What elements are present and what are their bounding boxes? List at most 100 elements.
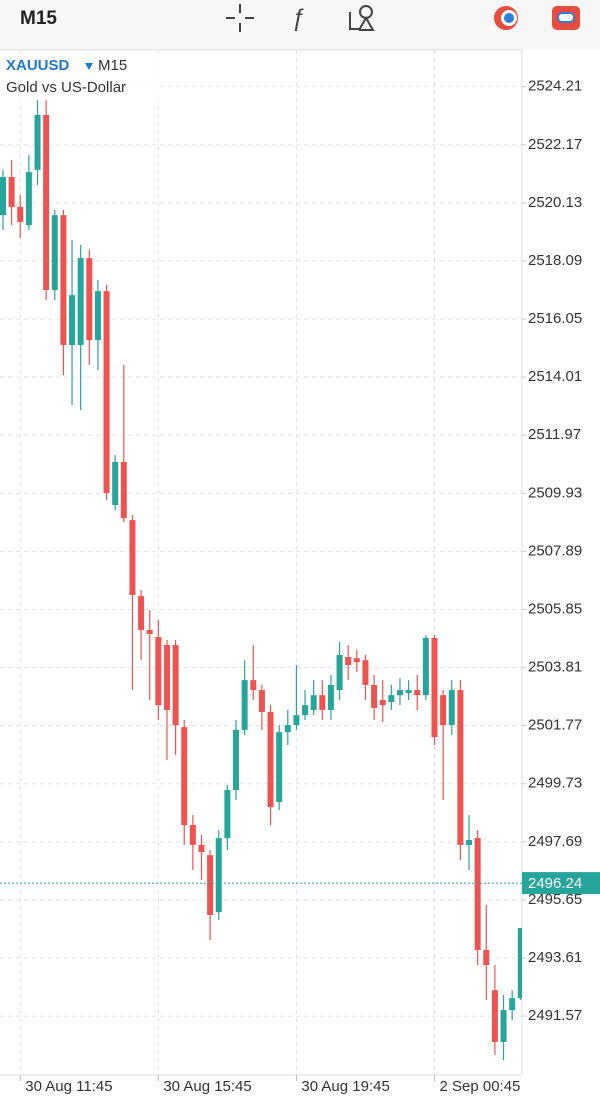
candle-body xyxy=(293,715,300,726)
indicators-icon[interactable]: ƒ xyxy=(291,4,304,31)
candle-body xyxy=(379,700,386,706)
candle-body xyxy=(233,729,240,790)
y-tick-label: 2497.69 xyxy=(528,833,582,850)
y-tick-label: 2511.97 xyxy=(528,426,581,443)
y-tick-label: 2516.05 xyxy=(528,310,582,327)
candle-body xyxy=(181,727,188,826)
candle-body xyxy=(103,291,110,494)
candle-body xyxy=(276,732,283,802)
x-tick-label: 30 Aug 11:45 xyxy=(25,1078,112,1095)
candle-body xyxy=(267,711,274,808)
y-tick-label: 2514.01 xyxy=(528,368,582,385)
candle-body xyxy=(155,637,162,706)
candle-body xyxy=(422,637,429,696)
candle-body xyxy=(362,660,369,685)
candle-body xyxy=(94,291,101,341)
candle-body xyxy=(466,840,473,845)
y-tick-label: 2493.61 xyxy=(528,949,582,966)
y-tick-label: 2520.13 xyxy=(528,194,582,211)
candle-body xyxy=(241,680,248,730)
candle-body xyxy=(345,657,352,665)
y-tick-label: 2507.89 xyxy=(528,542,582,559)
axes: 2524.21 2522.17 2520.13 2518.09 2516.05 2514.… xyxy=(0,78,600,1095)
candle-body xyxy=(336,655,343,691)
toolbar-timeframe[interactable]: M15 xyxy=(20,8,57,29)
objects-icon[interactable] xyxy=(349,5,375,31)
candle-body xyxy=(34,114,41,170)
candle-body xyxy=(120,461,127,519)
y-tick-label: 2499.73 xyxy=(528,775,582,792)
x-tick-label: 2 Sep 00:45 xyxy=(440,1078,521,1095)
account-icon[interactable] xyxy=(552,6,580,30)
crosshair-icon[interactable] xyxy=(226,4,254,32)
candle-body xyxy=(146,629,153,634)
candle-body xyxy=(448,690,455,726)
candle-body xyxy=(457,690,464,845)
candle-body xyxy=(250,680,257,691)
candle-body xyxy=(500,1010,507,1042)
candle-body xyxy=(163,645,170,710)
last-price-box xyxy=(522,872,600,895)
y-tick-label: 2491.57 xyxy=(528,1007,582,1024)
candle-body xyxy=(198,844,205,853)
symbol[interactable]: XAUUSD xyxy=(6,57,70,74)
candle-body xyxy=(258,690,265,712)
candle-body xyxy=(215,838,222,913)
candle-body xyxy=(327,684,334,710)
y-tick-label: 2522.17 xyxy=(528,136,582,153)
candle-body xyxy=(474,838,481,951)
candle-body xyxy=(388,695,395,703)
candle-body xyxy=(491,990,498,1042)
grid xyxy=(0,50,522,1075)
legend-bg xyxy=(0,54,160,100)
candle-body xyxy=(414,690,421,696)
y-tick-label: 2501.77 xyxy=(528,717,582,734)
candle-body xyxy=(431,637,438,738)
candle-body xyxy=(43,114,50,291)
candle-body xyxy=(371,684,378,708)
candle-body xyxy=(405,690,412,694)
y-tick-label: 2509.93 xyxy=(528,484,582,501)
candle-body xyxy=(207,855,214,915)
candle-body xyxy=(0,176,6,216)
x-tick-label: 30 Aug 15:45 xyxy=(163,1078,251,1095)
candle-body xyxy=(17,206,24,222)
candle-body xyxy=(440,695,447,726)
candle-body xyxy=(138,596,145,630)
candle-body xyxy=(25,172,32,226)
candle-body xyxy=(129,520,136,595)
candles xyxy=(0,100,522,1061)
candle-body xyxy=(69,295,76,345)
y-tick-label: 2495.65 xyxy=(528,891,582,908)
candle-body xyxy=(310,695,317,710)
candle-body xyxy=(172,645,179,726)
y-tick-label: 2524.21 xyxy=(528,78,582,95)
trade-icon[interactable] xyxy=(494,6,518,30)
x-tick-label: 30 Aug 19:45 xyxy=(301,1078,389,1095)
candle-body xyxy=(189,825,196,845)
y-tick-label: 2503.81 xyxy=(528,659,582,676)
symbol-dropdown[interactable] xyxy=(85,63,93,70)
candle-body xyxy=(77,258,84,345)
candle-body xyxy=(112,461,119,505)
candle-body xyxy=(8,176,15,207)
last-price-label: 2496.24 xyxy=(528,875,582,892)
candle-body xyxy=(86,258,93,341)
candle-body xyxy=(60,215,67,345)
candle-body xyxy=(483,950,490,966)
description: Gold vs US-Dollar xyxy=(6,79,126,96)
candle-body xyxy=(509,998,516,1011)
candle-body xyxy=(396,690,403,696)
candle-body xyxy=(224,789,231,839)
y-tick-label: 2505.85 xyxy=(528,600,582,617)
candle-body xyxy=(319,695,326,710)
y-tick-label: 2518.09 xyxy=(528,252,582,269)
candle-body xyxy=(302,705,309,716)
candle-body xyxy=(353,658,360,663)
candle-body xyxy=(517,928,522,999)
candle-body xyxy=(51,215,58,291)
timeframe: M15 xyxy=(98,57,127,74)
candle-body xyxy=(284,725,291,733)
